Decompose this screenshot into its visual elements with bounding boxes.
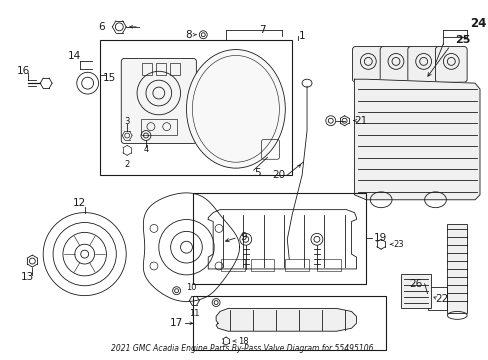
Text: 23: 23 bbox=[392, 240, 403, 249]
Bar bbox=[427, 287, 447, 310]
Text: 2: 2 bbox=[124, 160, 129, 169]
Text: 14: 14 bbox=[68, 51, 81, 62]
FancyBboxPatch shape bbox=[352, 46, 384, 82]
Text: 19: 19 bbox=[373, 233, 386, 243]
Text: 12: 12 bbox=[73, 198, 86, 208]
Polygon shape bbox=[216, 309, 356, 331]
Bar bbox=[100, 40, 292, 175]
FancyBboxPatch shape bbox=[121, 58, 196, 143]
FancyBboxPatch shape bbox=[379, 46, 411, 82]
Text: 24: 24 bbox=[469, 17, 486, 30]
Bar bbox=[193, 296, 386, 350]
Text: 5: 5 bbox=[254, 168, 261, 178]
Bar bbox=[156, 63, 165, 75]
Text: 15: 15 bbox=[102, 73, 116, 83]
Bar bbox=[285, 259, 308, 271]
Ellipse shape bbox=[186, 50, 285, 168]
Text: 9: 9 bbox=[240, 232, 247, 242]
Bar bbox=[193, 193, 366, 284]
Text: 20: 20 bbox=[272, 170, 285, 180]
FancyBboxPatch shape bbox=[435, 46, 466, 82]
Text: 2021 GMC Acadia Engine Parts By-Pass Valve Diagram for 55495106: 2021 GMC Acadia Engine Parts By-Pass Val… bbox=[110, 344, 372, 353]
Text: 26: 26 bbox=[408, 279, 422, 289]
Text: 21: 21 bbox=[354, 116, 367, 126]
Bar bbox=[400, 274, 430, 309]
Bar bbox=[250, 259, 274, 271]
Text: 7: 7 bbox=[259, 25, 265, 35]
Bar bbox=[316, 259, 340, 271]
Bar bbox=[447, 225, 466, 314]
Text: 11: 11 bbox=[189, 309, 199, 318]
Text: 10: 10 bbox=[186, 283, 197, 292]
Text: 18: 18 bbox=[237, 337, 248, 346]
FancyBboxPatch shape bbox=[407, 46, 439, 82]
Text: 22: 22 bbox=[435, 294, 448, 303]
Text: 13: 13 bbox=[20, 272, 34, 282]
Polygon shape bbox=[354, 79, 479, 200]
Text: 6: 6 bbox=[98, 22, 104, 32]
Text: 16: 16 bbox=[17, 66, 30, 76]
Bar bbox=[142, 63, 152, 75]
Bar bbox=[169, 63, 179, 75]
Text: 8: 8 bbox=[184, 30, 191, 40]
Bar bbox=[141, 119, 176, 135]
Text: 1: 1 bbox=[298, 31, 305, 41]
Text: 17: 17 bbox=[170, 318, 183, 328]
Text: 4: 4 bbox=[143, 145, 148, 154]
Bar bbox=[221, 259, 244, 271]
Text: 25: 25 bbox=[454, 35, 469, 45]
Text: 3: 3 bbox=[124, 117, 130, 126]
